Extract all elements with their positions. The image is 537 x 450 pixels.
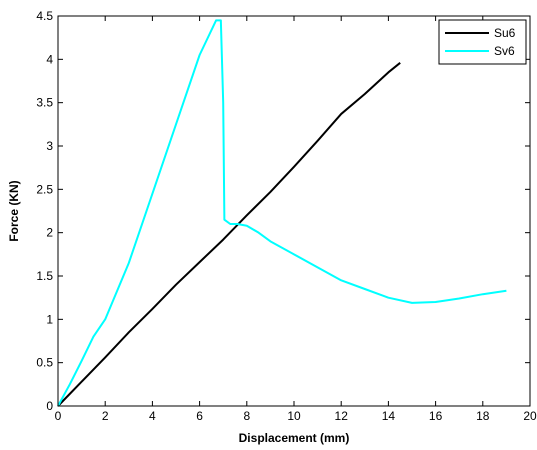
x-axis-title: Displacement (mm)	[239, 431, 350, 445]
y-tick-label: 2.5	[36, 182, 53, 196]
x-tick-label: 18	[476, 409, 490, 423]
y-tick-label: 3	[46, 139, 53, 153]
y-tick-label: 4	[46, 52, 53, 66]
legend-label-sv6: Sv6	[494, 44, 515, 58]
legend-box	[438, 19, 527, 65]
ticks-layer: 0 2 4 6 8 10 12 14 16 18 20 0 0.5 1 1.5 2 2.5 3 3.5 4 4.5	[36, 9, 537, 423]
series-line-su6	[57, 62, 401, 407]
x-tick-label: 10	[287, 409, 301, 423]
y-tick-label: 1.5	[36, 269, 53, 283]
series-line-sv6	[57, 19, 507, 407]
y-tick-label: 1	[46, 312, 53, 326]
y-tick-label: 0	[46, 399, 53, 413]
y-axis-title: Force (KN)	[7, 180, 21, 241]
y-tick-label: 0.5	[36, 356, 53, 370]
y-tick-label: 4.5	[36, 9, 53, 23]
x-tick-label: 20	[523, 409, 537, 423]
x-tick-label: 8	[243, 409, 250, 423]
x-tick-label: 2	[102, 409, 109, 423]
x-tick-label: 0	[55, 409, 62, 423]
y-tick-label: 3.5	[36, 96, 53, 110]
x-tick-label: 14	[382, 409, 396, 423]
x-tick-label: 12	[335, 409, 349, 423]
plot-background	[58, 16, 530, 406]
plot-area	[58, 16, 530, 406]
y-tick-label: 2	[46, 226, 53, 240]
x-tick-label: 6	[196, 409, 203, 423]
series-layer	[57, 19, 507, 407]
x-tick-label: 16	[429, 409, 443, 423]
x-tick-label: 4	[149, 409, 156, 423]
legend-label-su6: Su6	[494, 26, 516, 40]
